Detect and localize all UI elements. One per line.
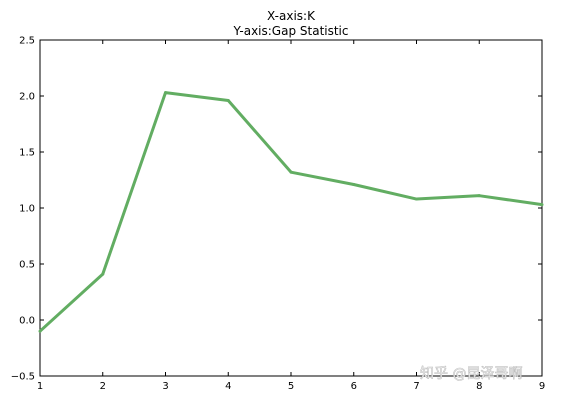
y-tick-label: 0.5 — [19, 260, 35, 271]
data-point — [352, 182, 356, 186]
y-tick-label: 1.0 — [19, 204, 35, 215]
x-tick-label: 4 — [225, 381, 231, 392]
chart-title-line-2: Y-axis:Gap Statistic — [232, 24, 348, 38]
x-tick-label: 8 — [476, 381, 482, 392]
data-point — [289, 170, 293, 174]
plot-area — [39, 39, 543, 377]
data-point — [226, 98, 230, 102]
data-point — [38, 329, 42, 333]
data-point — [477, 194, 481, 198]
x-tick-label: 2 — [100, 381, 106, 392]
x-tick-label: 6 — [351, 381, 357, 392]
chart-title: X-axis:K Y-axis:Gap Statistic — [232, 9, 348, 38]
data-point — [164, 91, 167, 95]
x-tick-label: 3 — [162, 381, 168, 392]
y-tick-label: 1.5 — [19, 148, 35, 159]
data-point — [101, 272, 105, 276]
x-tick-label: 7 — [413, 381, 419, 392]
data-point — [540, 203, 544, 207]
y-tick-label: 2.0 — [19, 92, 35, 103]
x-tick-label: 1 — [37, 381, 43, 392]
series-layer — [38, 91, 544, 333]
y-tick-label: −0.5 — [11, 372, 35, 383]
y-tick-label: 0.0 — [19, 316, 35, 327]
x-tick-label: 9 — [539, 381, 545, 392]
y-tick-label: 2.5 — [19, 36, 35, 47]
axis-ticks: 1 2 3 4 5 6 7 8 9 −0.5 0.0 0.5 1.0 1.5 2.0 2.5 — [11, 36, 545, 393]
watermark-text: 知乎 @昆泽哥啊 — [420, 365, 522, 382]
chart-title-line-1: X-axis:K — [267, 9, 316, 23]
x-tick-label: 5 — [288, 381, 294, 392]
data-point — [415, 197, 418, 201]
